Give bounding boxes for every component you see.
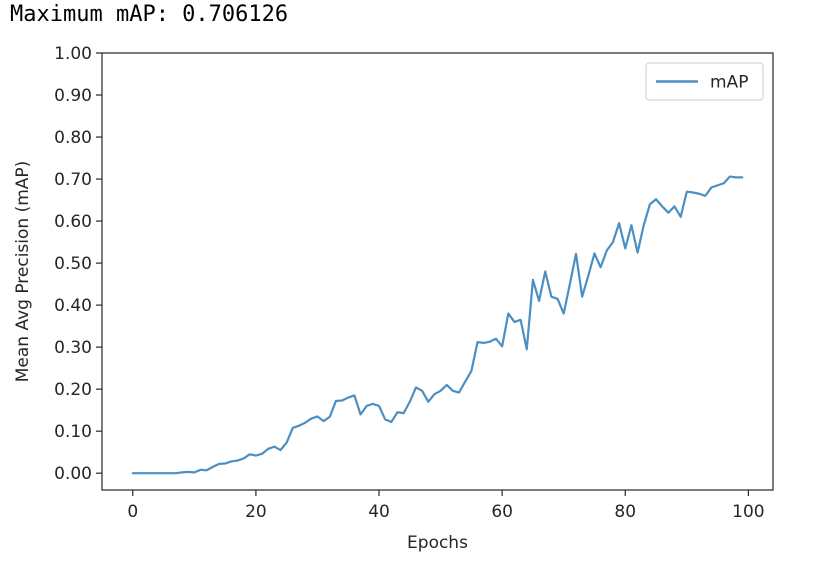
- series-line-map: [131, 175, 744, 475]
- x-tick-label: 0: [127, 502, 138, 522]
- y-tick-label: 0.50: [54, 254, 92, 274]
- x-tick-label: 100: [732, 502, 764, 522]
- x-tick-label: 40: [368, 502, 390, 522]
- plot-area: [101, 52, 774, 491]
- y-axis-ticks: 0.00 0.10 0.20 0.30 0.40 0.50 0.60 0.70 0.80 0.90…: [54, 44, 102, 484]
- y-tick-label: 0.80: [54, 128, 92, 148]
- y-tick-label: 0.70: [54, 170, 92, 190]
- plot-frame: [101, 52, 774, 491]
- y-tick-label: 1.00: [54, 44, 92, 64]
- y-tick-label: 0.30: [54, 338, 92, 358]
- x-tick-label: 60: [491, 502, 513, 522]
- legend-box: [645, 62, 764, 101]
- x-axis-ticks: 0 20 40 60 80 100: [127, 490, 765, 522]
- series-layer: [131, 175, 744, 475]
- y-tick-label: 0.20: [54, 380, 92, 400]
- legend-label-map: mAP: [710, 73, 748, 93]
- y-tick-label: 0.10: [54, 422, 92, 442]
- y-axis-label: Mean Avg Precision (mAP): [13, 161, 33, 383]
- y-tick-label: 0.40: [54, 296, 92, 316]
- max-map-output: Maximum mAP: 0.706126: [10, 2, 289, 27]
- y-tick-label: 0.60: [54, 212, 92, 232]
- x-tick-label: 80: [614, 502, 636, 522]
- y-tick-label: 0.90: [54, 86, 92, 106]
- x-axis-label: Epochs: [407, 533, 468, 553]
- x-tick-label: 20: [245, 502, 267, 522]
- y-tick-label: 0.00: [54, 464, 92, 484]
- legend: mAP: [645, 62, 764, 101]
